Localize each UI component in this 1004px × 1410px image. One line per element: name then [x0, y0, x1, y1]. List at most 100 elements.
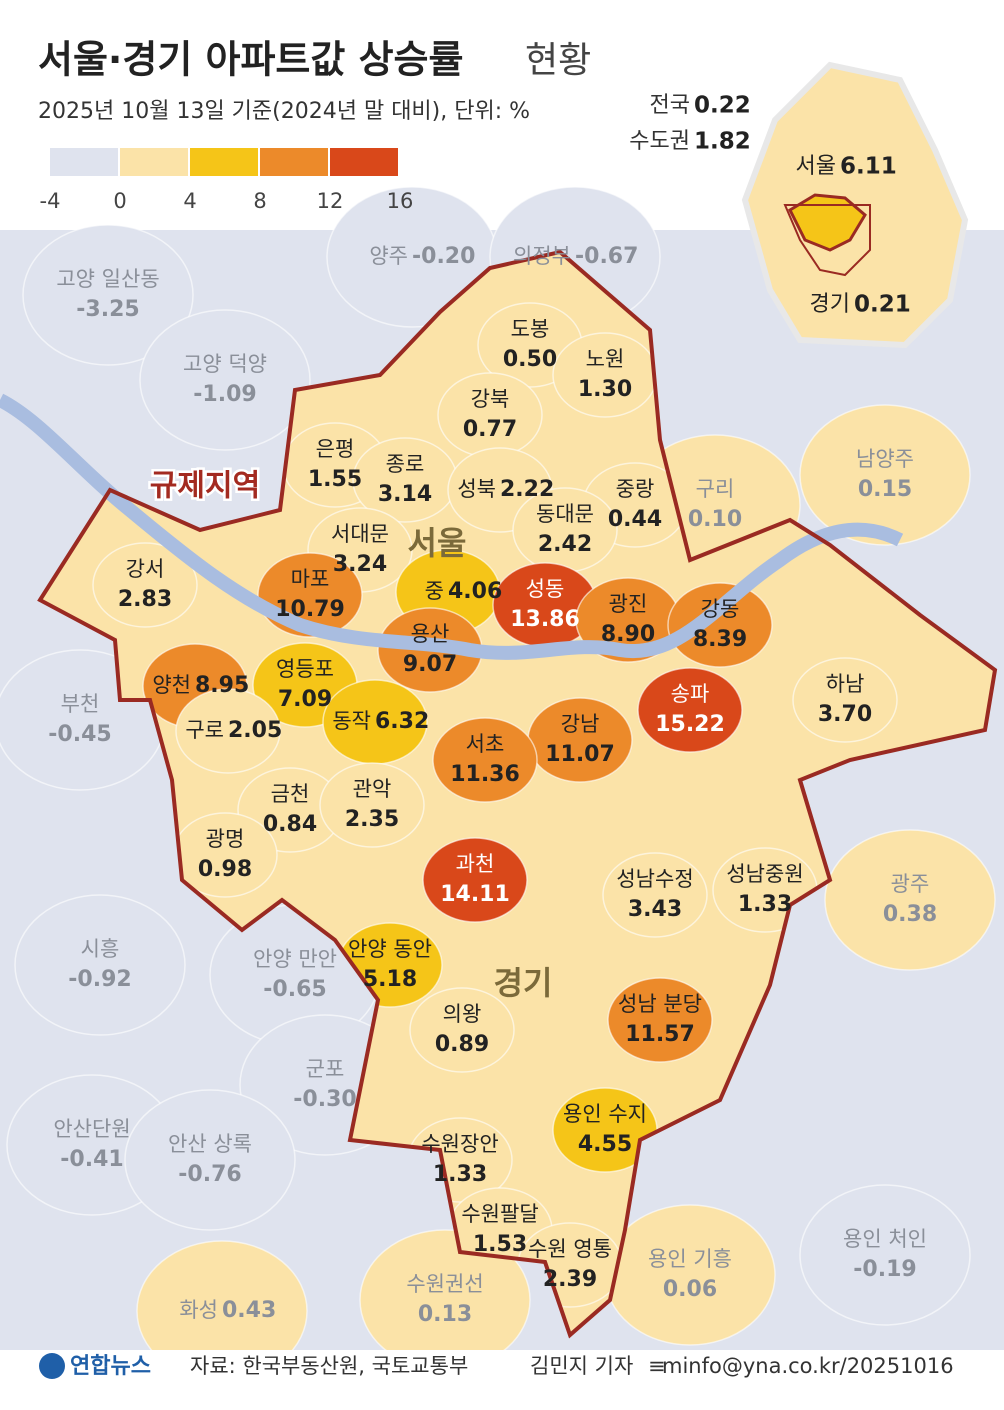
- regulated-zone-outline: [37, 249, 998, 1339]
- region-area: [607, 977, 713, 1063]
- region-value: 0.38: [883, 902, 937, 927]
- region-value: 0.10: [688, 507, 742, 532]
- region-value: 1.53: [473, 1232, 527, 1257]
- region-name: 도봉: [511, 317, 550, 341]
- region-value: 0.77: [463, 417, 517, 442]
- region-name: 구로: [185, 718, 224, 742]
- region-name: 강동: [701, 597, 740, 621]
- region-value: 14.11: [440, 882, 510, 907]
- region-name: 광진: [609, 592, 648, 616]
- legend-tick: 0: [113, 189, 126, 213]
- region-value: 1.55: [308, 467, 362, 492]
- region-value: 5.18: [363, 967, 417, 992]
- region-value: 9.07: [403, 652, 457, 677]
- region-value: 0.50: [503, 347, 557, 372]
- region-value: 2.39: [543, 1267, 597, 1292]
- region-name: 용인 기흥: [648, 1247, 732, 1271]
- region-value: 1.33: [738, 892, 792, 917]
- region-value: 0.98: [198, 857, 252, 882]
- region-name: 중랑: [616, 477, 655, 501]
- region-name: 안양 동안: [348, 937, 432, 961]
- region-area: [422, 837, 528, 923]
- region-value: 2.35: [345, 807, 399, 832]
- national-value: 0.22: [694, 93, 751, 119]
- national-name: 전국: [650, 93, 690, 118]
- region-area: [602, 852, 708, 938]
- region-name: 용인 처인: [843, 1227, 927, 1251]
- region-value: -0.45: [48, 722, 111, 747]
- region-name: 성북: [457, 477, 496, 501]
- region-name: 노원: [586, 347, 625, 371]
- region-name: 송파: [671, 682, 710, 706]
- region-value: 3.24: [333, 552, 387, 577]
- reporter: 김민지 기자: [530, 1354, 633, 1378]
- region-value: 0.43: [222, 1298, 276, 1323]
- region-area: [667, 582, 773, 668]
- region-area: [637, 667, 743, 753]
- seoul-label: 서울: [408, 524, 467, 562]
- region-area: [799, 1184, 971, 1326]
- legend-swatch: [330, 148, 398, 176]
- region-name: 성남수정: [616, 867, 693, 891]
- region-name: 남양주: [856, 447, 914, 471]
- region-name: 안산단원: [53, 1117, 130, 1141]
- region-name: 양주: [369, 244, 408, 268]
- subtitle: 2025년 10월 13일 기준(2024년 말 대비), 단위: %: [38, 99, 530, 124]
- region-value: -0.67: [575, 244, 638, 269]
- region-value: 0.15: [858, 477, 912, 502]
- region-area: [552, 332, 658, 418]
- region-labels: 양주 -0.20 의정부 -0.67 고양 일산동 -3.25 고양 덕양 -1.09 남양주 0…: [48, 244, 937, 1327]
- region-area: [799, 404, 971, 546]
- region-name: 종로: [386, 452, 425, 476]
- region-name: 고양 덕양: [183, 352, 267, 376]
- region-area: [824, 829, 996, 971]
- region-value: 0.89: [435, 1032, 489, 1057]
- region-name: 군포: [306, 1057, 345, 1081]
- region-area: [319, 762, 425, 848]
- region-name: 고양 일산동: [56, 267, 159, 291]
- regulated-zone-label: 규제지역: [150, 469, 260, 504]
- region-value: 6.32: [375, 709, 429, 734]
- region-name: 동대문: [536, 502, 594, 526]
- logo-icon: [39, 1353, 65, 1379]
- region-area: [14, 894, 186, 1036]
- region-name: 과천: [456, 852, 495, 876]
- logo: 연합뉴스: [70, 1353, 151, 1379]
- inset-seoul: [788, 193, 867, 252]
- inset-zone: [783, 204, 871, 277]
- region-value: 4.55: [578, 1132, 632, 1157]
- region-value: 7.09: [278, 687, 332, 712]
- region-value: 3.14: [378, 482, 432, 507]
- title-suffix: 현황: [525, 40, 591, 81]
- region-area: [409, 987, 515, 1073]
- region-area: [604, 1204, 776, 1346]
- region-value: 11.07: [545, 742, 615, 767]
- legend-tick: 12: [317, 189, 344, 213]
- region-name: 금천: [271, 782, 310, 806]
- region-value: 1.30: [578, 377, 632, 402]
- region-name: 성남 분당: [618, 992, 702, 1016]
- region-area: [92, 542, 198, 628]
- region-area: [175, 688, 281, 774]
- region-value: -0.19: [853, 1257, 916, 1282]
- region-value: 11.57: [625, 1022, 695, 1047]
- region-area: [437, 372, 543, 458]
- footer-background: [0, 1350, 1004, 1406]
- region-name: 하남: [826, 672, 865, 696]
- region-area: [792, 657, 898, 743]
- region-value: 8.90: [601, 622, 655, 647]
- capital-value: 1.82: [694, 129, 751, 155]
- region-value: 0.84: [263, 812, 317, 837]
- region-value: 8.95: [195, 673, 249, 698]
- region-value: 1.33: [433, 1162, 487, 1187]
- region-name: 은평: [316, 437, 355, 461]
- region-name: 동작: [332, 709, 371, 733]
- region-name: 강남: [561, 712, 600, 736]
- region-name: 성동: [526, 577, 565, 601]
- region-value: 2.22: [500, 477, 554, 502]
- region-value: 4.06: [448, 579, 502, 604]
- region-area: [432, 717, 538, 803]
- region-name: 안산 상록: [168, 1132, 252, 1156]
- region-value: 0.06: [663, 1277, 717, 1302]
